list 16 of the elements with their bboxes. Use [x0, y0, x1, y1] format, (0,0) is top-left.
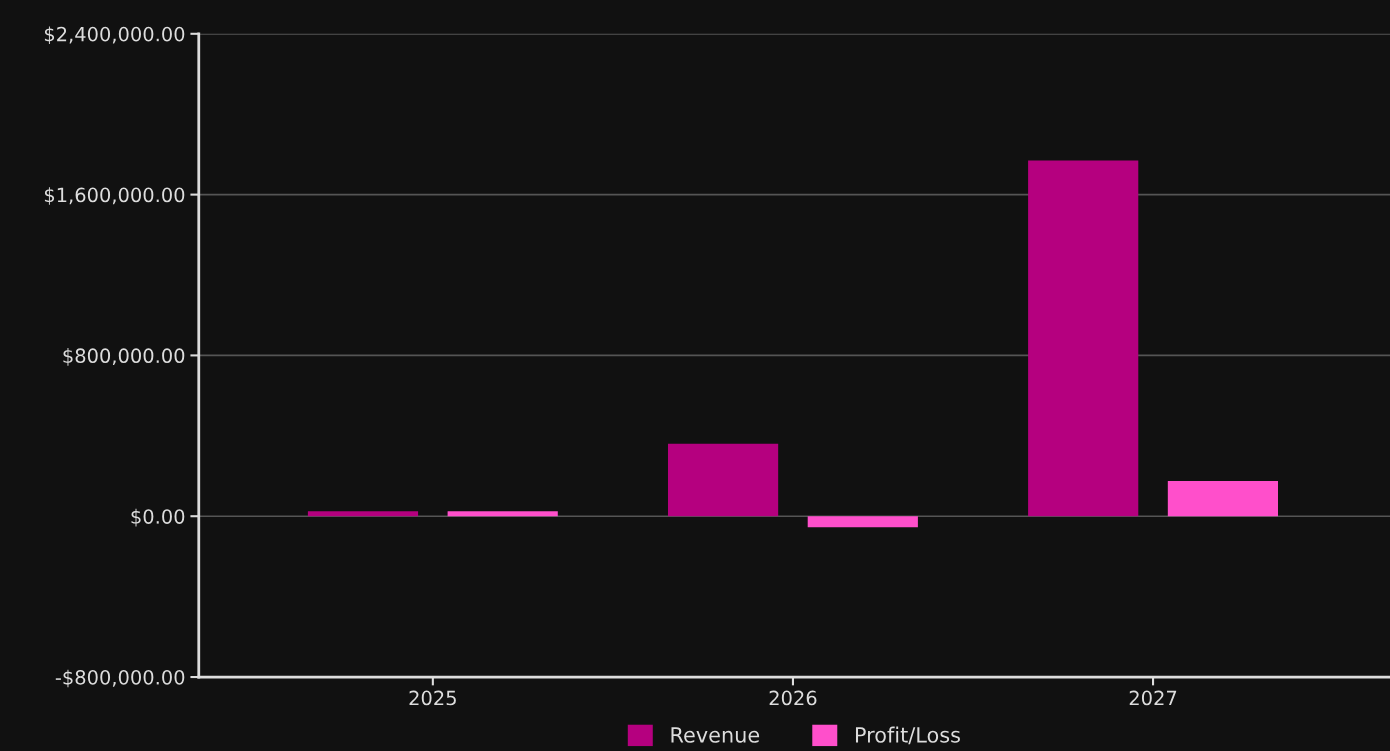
bar	[667, 443, 779, 517]
y-tick-label: $800,000.00	[63, 348, 185, 366]
y-tick-label: -$800,000.00	[55, 669, 185, 688]
x-tick-label: 2025	[409, 690, 456, 706]
bar	[307, 511, 419, 517]
bar	[1167, 481, 1279, 517]
legend-label: Revenue	[671, 727, 760, 743]
legend-label: Profit/Loss	[855, 726, 960, 745]
bar	[1028, 160, 1139, 517]
x-tick-label: 2026	[769, 690, 817, 706]
bar	[447, 511, 558, 517]
y-tick-label: $0.00	[131, 508, 185, 527]
bar	[807, 516, 918, 528]
y-tick-label: $1,600,000.00	[44, 187, 185, 205]
y-tick-label: $2,400,000.00	[44, 26, 185, 45]
x-tick-label: 2027	[1129, 690, 1177, 706]
